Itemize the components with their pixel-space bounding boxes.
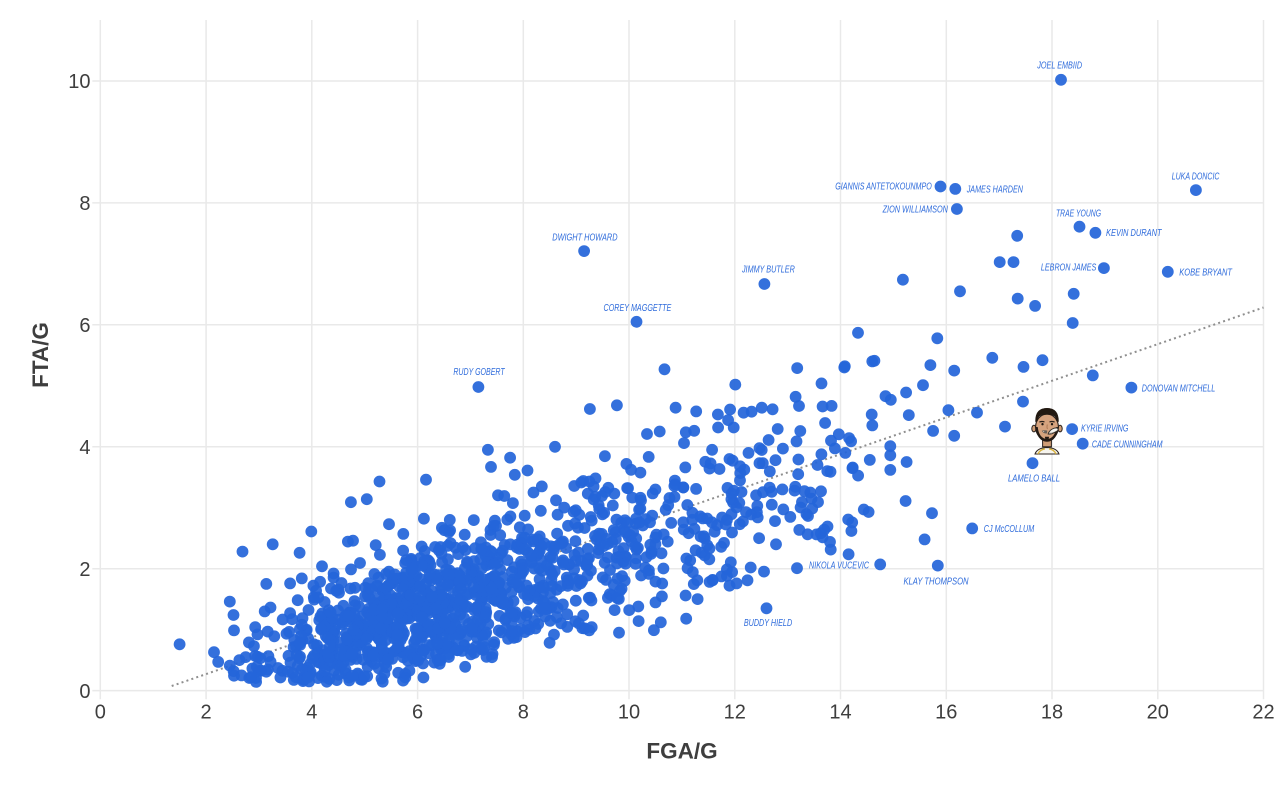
- svg-text:14: 14: [829, 702, 851, 724]
- svg-text:12: 12: [724, 702, 746, 724]
- svg-text:6: 6: [79, 315, 90, 337]
- svg-text:2: 2: [201, 702, 212, 724]
- svg-text:ZION WILLIAMSON: ZION WILLIAMSON: [882, 205, 949, 216]
- svg-text:8: 8: [518, 702, 529, 724]
- svg-text:LAMELO BALL: LAMELO BALL: [1008, 473, 1060, 484]
- svg-text:CADE CUNNINGHAM: CADE CUNNINGHAM: [1092, 440, 1163, 451]
- svg-text:20: 20: [1147, 702, 1169, 724]
- svg-text:6: 6: [412, 702, 423, 724]
- svg-text:GIANNIS ANTETOKOUNMPO: GIANNIS ANTETOKOUNMPO: [835, 182, 932, 193]
- svg-text:4: 4: [79, 437, 90, 459]
- svg-text:KEVIN DURANT: KEVIN DURANT: [1106, 228, 1162, 239]
- svg-text:JOEL EMBIID: JOEL EMBIID: [1037, 61, 1083, 72]
- svg-text:10: 10: [618, 702, 640, 724]
- svg-text:KYRIE IRVING: KYRIE IRVING: [1081, 424, 1129, 435]
- svg-text:0: 0: [79, 681, 90, 703]
- svg-text:CJ McCOLLUM: CJ McCOLLUM: [984, 524, 1035, 535]
- svg-text:BUDDY HIELD: BUDDY HIELD: [744, 618, 792, 629]
- svg-text:18: 18: [1041, 702, 1063, 724]
- svg-text:LUKA DONCIC: LUKA DONCIC: [1172, 172, 1220, 183]
- svg-text:2: 2: [79, 559, 90, 581]
- svg-text:10: 10: [68, 71, 90, 93]
- svg-text:FTA/G: FTA/G: [28, 322, 53, 388]
- svg-text:COREY MAGGETTE: COREY MAGGETTE: [604, 303, 672, 314]
- svg-text:LEBRON JAMES: LEBRON JAMES: [1041, 262, 1097, 273]
- svg-text:0: 0: [95, 702, 106, 724]
- svg-text:DWIGHT HOWARD: DWIGHT HOWARD: [552, 233, 617, 244]
- svg-text:FGA/G: FGA/G: [646, 738, 717, 763]
- svg-text:KOBE BRYANT: KOBE BRYANT: [1179, 267, 1232, 278]
- svg-text:DONOVAN MITCHELL: DONOVAN MITCHELL: [1142, 383, 1216, 394]
- svg-text:4: 4: [306, 702, 317, 724]
- svg-text:KLAY THOMPSON: KLAY THOMPSON: [903, 577, 969, 588]
- svg-text:NIKOLA VUCEVIC: NIKOLA VUCEVIC: [809, 561, 870, 572]
- svg-text:16: 16: [935, 702, 957, 724]
- svg-text:8: 8: [79, 193, 90, 215]
- svg-text:TRAE YOUNG: TRAE YOUNG: [1056, 208, 1101, 219]
- svg-text:RUDY GOBERT: RUDY GOBERT: [453, 367, 505, 378]
- svg-text:22: 22: [1252, 702, 1274, 724]
- svg-text:JAMES HARDEN: JAMES HARDEN: [966, 184, 1024, 195]
- svg-text:JIMMY BUTLER: JIMMY BUTLER: [741, 264, 795, 275]
